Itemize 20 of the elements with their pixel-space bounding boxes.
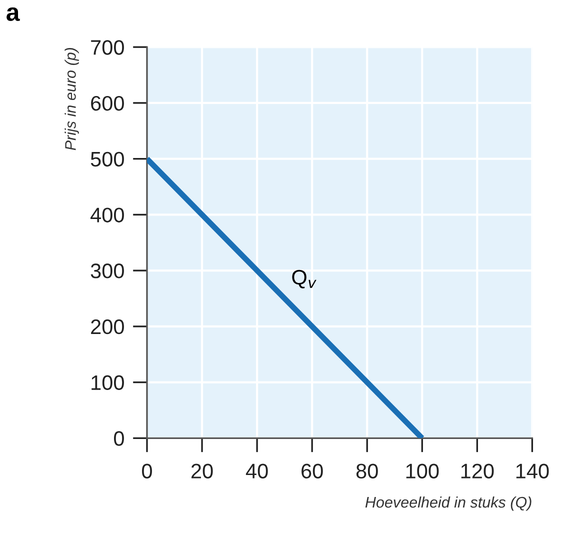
x-tick-label: 0 xyxy=(142,464,152,478)
y-tick-label: 200 xyxy=(91,319,124,334)
x-tick-label: 100 xyxy=(406,464,439,478)
y-tick-label: 400 xyxy=(90,208,124,222)
chart-title: a xyxy=(6,7,20,22)
y-tick-label: 300 xyxy=(90,264,124,278)
x-tick-label: 120 xyxy=(461,464,494,478)
y-tick-label: 500 xyxy=(90,152,124,167)
x-tick-label: 20 xyxy=(191,464,213,478)
x-axis-title: Hoeveelheid in stuks (Q) xyxy=(365,496,532,511)
y-tick-label: 0 xyxy=(114,431,124,446)
y-axis-title: Prijs in euro (p) xyxy=(64,48,79,150)
x-tick-label: 80 xyxy=(356,464,378,478)
y-tick-label: 600 xyxy=(91,96,124,111)
x-tick-label: 40 xyxy=(246,464,268,478)
x-tick-label: 140 xyxy=(516,464,549,478)
series-label: Q$_{v}$ xyxy=(292,270,316,288)
y-tick-label: 100 xyxy=(92,375,124,390)
y-tick-label: 700 xyxy=(91,40,124,55)
x-tick-label: 60 xyxy=(302,464,323,478)
